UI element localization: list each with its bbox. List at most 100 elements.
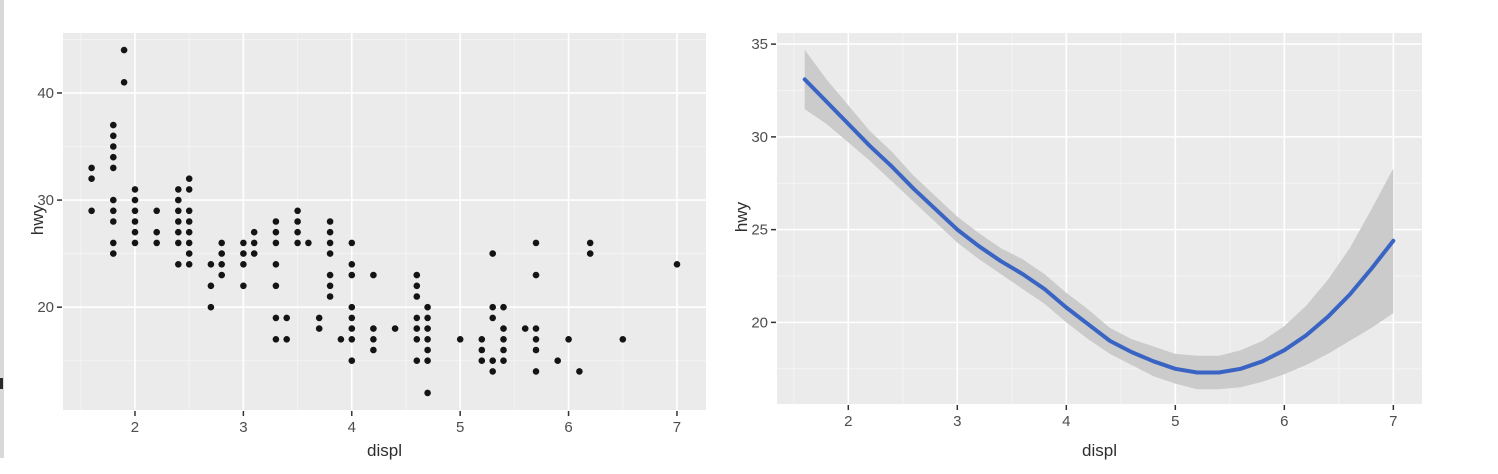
data-point: [185, 261, 193, 268]
data-point: [326, 282, 334, 290]
data-point: [315, 325, 323, 332]
left-y-axis-title: hwy: [28, 204, 47, 236]
data-point: [348, 271, 356, 279]
data-point: [110, 250, 117, 257]
data-point: [283, 314, 291, 322]
data-point: [294, 228, 301, 236]
data-point: [272, 336, 280, 343]
x-tick-label: 2: [131, 419, 139, 436]
data-point: [207, 261, 215, 268]
data-point: [413, 293, 421, 300]
x-tick-label: 5: [456, 419, 464, 436]
data-point: [478, 336, 486, 343]
data-point: [478, 346, 486, 354]
data-point: [110, 153, 117, 161]
data-point: [272, 314, 280, 322]
data-point: [489, 368, 497, 375]
data-point: [110, 143, 117, 150]
x-tick-label: 2: [844, 413, 852, 430]
x-tick-label: 7: [673, 419, 681, 436]
data-point: [413, 271, 421, 279]
data-point: [337, 336, 345, 343]
data-point: [576, 368, 583, 375]
data-point: [326, 228, 334, 236]
data-point: [218, 261, 225, 268]
data-point: [240, 250, 247, 257]
x-tick-label: 4: [1062, 413, 1070, 430]
data-point: [489, 314, 497, 322]
data-point: [175, 218, 182, 225]
data-point: [185, 239, 193, 247]
data-point: [272, 282, 280, 290]
data-point: [326, 250, 334, 257]
x-tick-label: 4: [348, 419, 356, 436]
data-point: [424, 325, 431, 332]
data-point: [110, 196, 117, 204]
y-tick-label: 30: [37, 192, 54, 209]
data-point: [131, 196, 139, 204]
data-point: [175, 196, 182, 204]
data-point: [413, 282, 421, 290]
data-point: [272, 228, 280, 236]
x-tick-label: 3: [953, 413, 961, 430]
data-point: [185, 186, 193, 193]
data-point: [565, 336, 572, 343]
data-point: [315, 314, 323, 322]
data-point: [500, 336, 507, 343]
data-point: [110, 164, 117, 172]
data-point: [500, 303, 507, 311]
data-point: [153, 239, 160, 247]
data-point: [305, 239, 312, 247]
data-point: [370, 325, 377, 332]
data-point: [532, 325, 540, 332]
data-point: [240, 261, 247, 268]
data-point: [153, 207, 160, 215]
data-point: [250, 250, 258, 257]
data-point: [424, 314, 431, 322]
data-point: [478, 357, 486, 365]
data-point: [532, 336, 540, 343]
data-point: [250, 228, 258, 236]
data-point: [88, 207, 95, 215]
data-point: [185, 250, 193, 257]
right-x-axis-title: displ: [1082, 441, 1117, 460]
data-point: [207, 303, 215, 311]
data-point: [521, 325, 529, 332]
y-tick-label: 30: [751, 129, 768, 146]
data-point: [131, 239, 139, 247]
data-point: [185, 218, 193, 225]
data-point: [456, 336, 464, 343]
y-tick-label: 20: [37, 299, 54, 316]
screen-edge-strip: [0, 0, 4, 458]
data-point: [110, 207, 117, 215]
data-point: [326, 218, 334, 225]
x-tick-label: 3: [239, 419, 247, 436]
data-point: [619, 336, 627, 343]
data-point: [586, 250, 594, 257]
smooth-line: [802, 77, 1396, 375]
data-point: [348, 336, 356, 343]
data-point: [413, 336, 421, 343]
data-point: [185, 175, 193, 182]
data-point: [110, 121, 117, 129]
data-point: [348, 325, 356, 332]
data-point: [424, 346, 431, 354]
data-point: [240, 239, 247, 247]
data-point: [120, 79, 128, 86]
data-point: [348, 314, 356, 322]
data-point: [175, 186, 182, 193]
data-point: [424, 357, 431, 365]
data-point: [413, 325, 421, 332]
y-tick-label: 20: [751, 314, 768, 331]
data-point: [489, 303, 497, 311]
confidence-ribbon: [804, 49, 1394, 390]
data-point: [175, 239, 182, 247]
data-point: [348, 303, 356, 311]
data-point: [175, 207, 182, 215]
data-point: [272, 239, 280, 247]
data-point: [673, 261, 681, 268]
data-point: [424, 303, 431, 311]
data-point: [489, 357, 497, 365]
data-point: [272, 218, 280, 225]
data-point: [272, 261, 280, 268]
